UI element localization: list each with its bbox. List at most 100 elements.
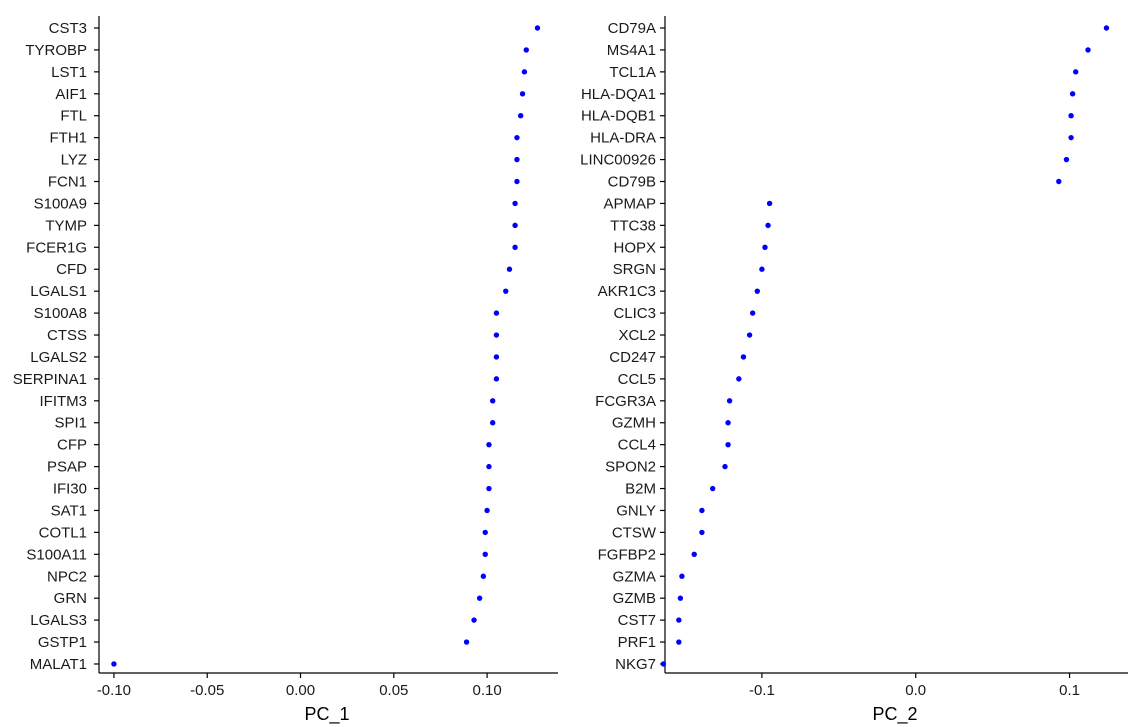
data-point: [482, 529, 488, 536]
y-tick-label: FCGR3A: [595, 393, 656, 410]
x-tick-label: 0.1: [1059, 682, 1080, 699]
y-tick-label: MALAT1: [30, 656, 87, 673]
y-tick-label: LINC00926: [580, 152, 656, 169]
x-tick-label: -0.10: [97, 682, 131, 699]
y-tick-label: S100A9: [34, 195, 87, 212]
y-tick-label: FCN1: [48, 174, 87, 191]
data-point: [512, 244, 518, 250]
data-point: [493, 310, 500, 316]
data-point: [517, 113, 524, 119]
data-point: [486, 485, 492, 492]
data-point: [722, 463, 728, 470]
y-tick-label: HOPX: [613, 239, 656, 256]
y-tick-label: LGALS2: [30, 349, 87, 366]
data-point: [1056, 178, 1062, 185]
data-point: [1085, 47, 1091, 53]
y-tick-label: XCL2: [618, 327, 656, 344]
panel-pc-1: CST3 TYROBP LST1 AIF1 FTL FTH1 LYZ FCN1 S100A9 TY…: [13, 16, 558, 725]
y-tick-label: GZMA: [613, 568, 656, 585]
data-point: [493, 376, 500, 382]
data-point: [486, 441, 492, 448]
y-tick-label: B2M: [625, 481, 656, 498]
data-point: [519, 91, 526, 97]
data-point: [1069, 91, 1076, 97]
data-point: [471, 617, 477, 623]
y-tick-label: AIF1: [55, 86, 87, 103]
y-tick-label: GNLY: [616, 502, 656, 519]
y-tick-label: HLA-DQA1: [581, 86, 656, 103]
data-point: [523, 47, 529, 53]
y-tick-label: LST1: [51, 64, 87, 81]
y-tick-label: TYROBP: [25, 42, 87, 59]
x-axis-title: PC_1: [304, 704, 349, 725]
y-tick-label: SRGN: [613, 261, 656, 278]
y-tick-label: CFP: [57, 437, 87, 454]
y-tick-label: SAT1: [51, 502, 87, 519]
y-tick-label: CLIC3: [613, 305, 656, 322]
y-tick-label: SPON2: [605, 459, 656, 476]
y-tick-label: CCL5: [618, 371, 656, 388]
y-tick-label: HLA-DRA: [590, 130, 656, 147]
x-tick-label: 0.00: [286, 682, 315, 699]
data-point: [677, 595, 684, 601]
x-tick-label: 0.0: [905, 682, 926, 699]
data-point: [746, 332, 753, 338]
data-point: [503, 288, 509, 294]
y-tick-label: LGALS3: [30, 612, 87, 629]
y-tick-label: FTH1: [50, 130, 88, 147]
data-point: [111, 661, 117, 667]
y-tick-label: TYMP: [45, 217, 87, 234]
y-tick-label: HLA-DQB1: [581, 108, 656, 125]
y-tick-label: CD247: [609, 349, 656, 366]
y-tick-label: FGFBP2: [598, 546, 656, 563]
data-point: [740, 354, 747, 360]
y-tick-label: NKG7: [615, 656, 656, 673]
y-tick-label: CD79A: [608, 20, 656, 37]
y-tick-label: CST3: [49, 20, 87, 37]
data-point: [489, 398, 496, 404]
data-point: [766, 200, 773, 207]
y-tick-label: IFITM3: [40, 393, 88, 410]
data-point: [749, 310, 756, 316]
data-point: [726, 398, 733, 404]
data-point: [514, 178, 520, 185]
y-tick-label: LYZ: [61, 152, 87, 169]
x-tick-label: -0.1: [749, 682, 775, 699]
data-point: [476, 595, 483, 601]
y-tick-label: GSTP1: [38, 634, 87, 651]
data-point: [709, 485, 716, 492]
y-tick-label: CTSS: [47, 327, 87, 344]
y-tick-label: PRF1: [618, 634, 656, 651]
data-point: [754, 288, 760, 294]
y-tick-label: CD79B: [608, 174, 656, 191]
data-point: [1068, 134, 1074, 141]
y-tick-label: SPI1: [54, 415, 87, 432]
y-tick-label: CTSW: [612, 524, 657, 541]
y-tick-label: TTC38: [610, 217, 656, 234]
data-point: [489, 420, 496, 426]
y-tick-label: AKR1C3: [598, 283, 656, 300]
y-tick-label: PSAP: [47, 459, 87, 476]
y-tick-label: LGALS1: [30, 283, 87, 300]
data-point: [1068, 113, 1074, 119]
data-point: [725, 441, 731, 448]
y-tick-label: FTL: [60, 108, 87, 125]
data-point: [512, 200, 518, 207]
data-point: [679, 573, 685, 579]
y-tick-label: S100A11: [26, 546, 87, 563]
y-tick-label: APMAP: [603, 195, 656, 212]
y-tick-label: GZMH: [612, 415, 656, 432]
data-point: [484, 507, 490, 514]
data-point: [482, 551, 488, 558]
y-tick-label: S100A8: [34, 305, 87, 322]
data-point: [463, 639, 470, 645]
y-tick-label: GRN: [54, 590, 87, 607]
data-point: [660, 661, 667, 667]
data-point: [514, 156, 520, 163]
panel-pc-2: CD79A MS4A1 TCL1A HLA-DQA1 HLA-DQB1 HLA-DRA LI…: [580, 16, 1128, 725]
y-tick-label: FCER1G: [26, 239, 87, 256]
y-tick-label: MS4A1: [607, 42, 656, 59]
data-point: [1073, 69, 1079, 75]
x-tick-label: 0.05: [379, 682, 408, 699]
y-tick-label: CCL4: [618, 437, 656, 454]
